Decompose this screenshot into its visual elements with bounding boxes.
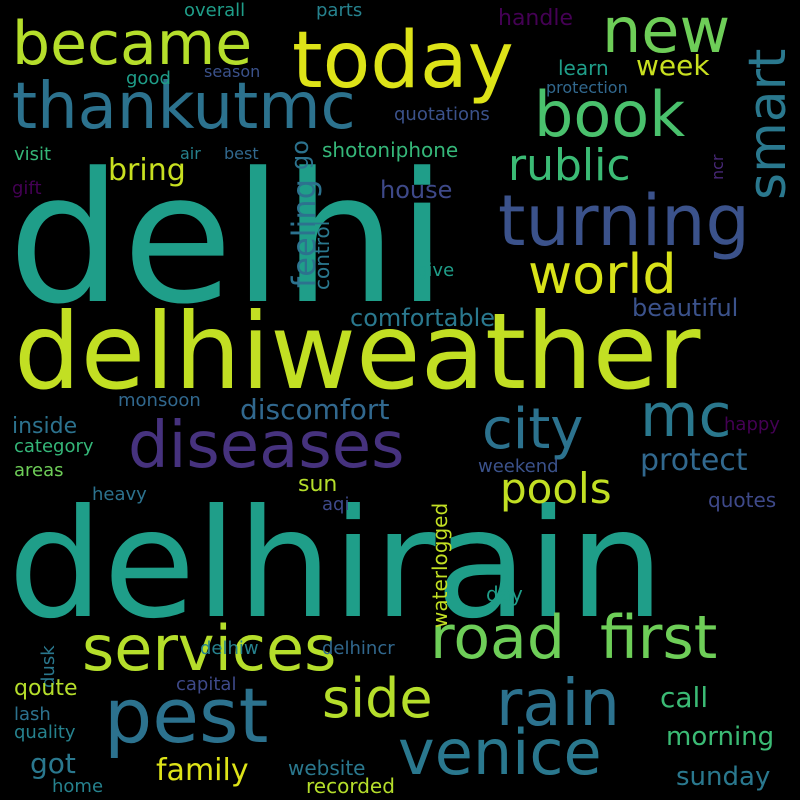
word-72: home	[52, 776, 104, 797]
word-18: rain	[496, 667, 620, 741]
word-49: monsoon	[118, 390, 201, 411]
word-41: air	[180, 144, 201, 163]
word-31: week	[636, 49, 710, 82]
word-73: recorded	[306, 774, 395, 798]
word-19: venice	[398, 716, 602, 789]
word-55: sun	[298, 472, 338, 497]
word-34: protection	[546, 78, 628, 97]
word-63: qoute	[14, 676, 78, 701]
word-7: new	[602, 0, 731, 67]
word-25: control	[310, 220, 334, 290]
word-0: delhi	[8, 135, 448, 344]
word-60: delhiw	[200, 638, 259, 659]
word-28: comfortable	[350, 304, 496, 332]
word-33: learn	[558, 56, 609, 80]
word-70: family	[156, 753, 249, 788]
word-57: heavy	[92, 484, 147, 505]
word-14: pest	[104, 671, 269, 760]
word-38: parts	[316, 0, 363, 21]
word-2: delhiweather	[14, 291, 701, 413]
word-10: world	[528, 243, 677, 306]
word-35: quotations	[394, 104, 490, 125]
word-47: give	[416, 260, 455, 281]
word-23: bring	[108, 153, 186, 188]
word-39: season	[204, 62, 261, 81]
word-71: website	[288, 756, 366, 780]
word-1: delhirain	[8, 478, 665, 652]
word-53: weekend	[478, 456, 559, 477]
word-15: services	[82, 612, 337, 685]
word-13: mc	[640, 381, 732, 451]
word-22: rublic	[508, 140, 631, 191]
word-54: quotes	[708, 488, 777, 512]
word-37: overall	[184, 0, 246, 21]
word-58: waterlogged	[428, 502, 452, 628]
word-42: best	[224, 144, 259, 163]
word-27: discomfort	[240, 393, 390, 426]
word-20: side	[322, 667, 433, 730]
word-12: city	[482, 397, 584, 462]
word-43: go	[286, 140, 314, 170]
word-32: handle	[498, 6, 573, 31]
word-44: visit	[14, 144, 52, 165]
word-40: good	[126, 68, 171, 89]
word-74: sunday	[676, 762, 771, 792]
word-61: delhincr	[322, 638, 395, 659]
word-30: protect	[640, 443, 748, 478]
word-45: gift	[12, 178, 42, 199]
word-52: happy	[724, 414, 780, 435]
word-16: road	[430, 603, 565, 673]
word-17: first	[600, 603, 718, 673]
word-66: quality	[14, 722, 76, 743]
word-64: capital	[176, 674, 237, 695]
word-59: day	[486, 582, 523, 606]
word-6: turning	[498, 180, 750, 262]
word-51: areas	[14, 460, 64, 481]
word-65: lash	[14, 704, 51, 725]
word-68: morning	[666, 722, 775, 752]
word-29: beautiful	[632, 294, 739, 322]
word-69: got	[30, 747, 76, 780]
word-3: today	[292, 16, 514, 106]
word-26: house	[380, 176, 453, 204]
word-11: diseases	[128, 409, 405, 483]
word-5: thankutmc	[12, 70, 356, 144]
word-67: call	[660, 681, 709, 714]
word-4: became	[12, 9, 253, 79]
word-21: pools	[500, 464, 612, 513]
word-56: aqi	[322, 494, 350, 515]
word-8: book	[534, 78, 686, 151]
word-36: shotoniphone	[322, 138, 459, 162]
word-46: ncr	[708, 154, 727, 180]
word-50: category	[14, 436, 94, 457]
word-9: smart	[738, 48, 798, 200]
word-48: inside	[12, 414, 78, 439]
